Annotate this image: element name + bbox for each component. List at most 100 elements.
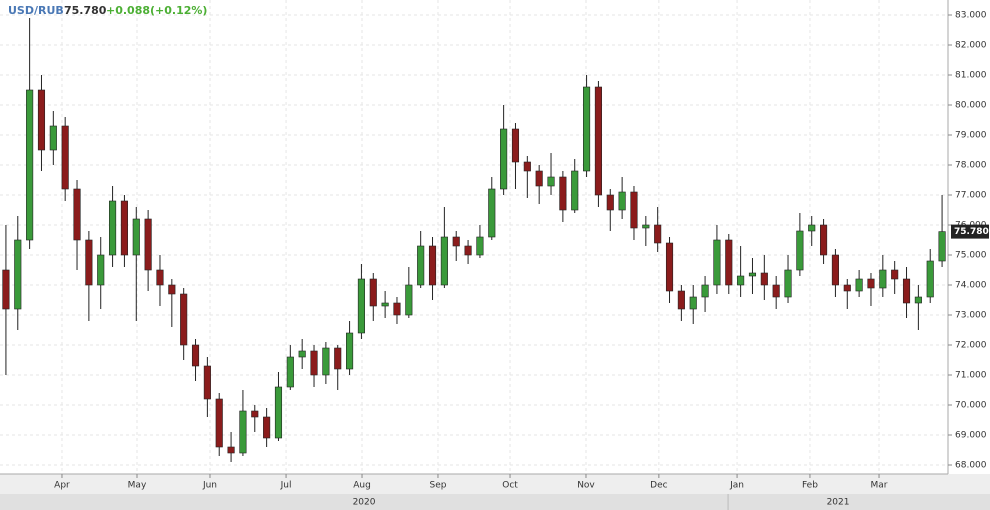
candle-body: [26, 89, 34, 241]
candle-body: [346, 332, 354, 370]
candle-body: [417, 245, 425, 286]
x-tick-label: Jul: [280, 481, 292, 491]
candle-body: [523, 161, 531, 172]
candle-body: [772, 284, 780, 298]
candle-body: [14, 239, 22, 310]
candle-body: [239, 410, 247, 454]
candle-body: [310, 350, 318, 376]
y-tick-label: 82.000: [955, 41, 987, 51]
candle-body: [440, 236, 448, 286]
x-tick-label: May: [128, 481, 147, 491]
x-tick-label: Sep: [429, 481, 446, 491]
candle-body: [831, 254, 839, 286]
candle-body: [665, 242, 674, 292]
candle-body: [37, 89, 46, 151]
candle-body: [879, 269, 887, 289]
candle-body: [808, 224, 816, 232]
candle-body: [618, 191, 626, 211]
candle-body: [654, 224, 662, 244]
x-tick-label: Nov: [577, 481, 595, 491]
candle-body: [405, 284, 413, 316]
y-tick-label: 68.000: [955, 461, 987, 471]
candle-body: [511, 128, 520, 163]
candle-body: [476, 236, 484, 256]
symbol: USD/RUB: [8, 4, 64, 17]
candle-body: [796, 230, 804, 271]
month-band: [0, 474, 990, 494]
candle-body: [61, 125, 69, 190]
y-tick-label: 75.000: [955, 251, 987, 261]
y-tick-label: 69.000: [955, 431, 987, 441]
x-tick-label: Apr: [54, 481, 70, 491]
x-tick-label: Oct: [502, 481, 518, 491]
candle-body: [73, 188, 81, 241]
x-tick-label: Jun: [202, 481, 217, 491]
candle-body: [867, 278, 875, 289]
y-tick-label: 81.000: [955, 71, 987, 81]
change: +0.088(+0.12%): [106, 4, 207, 17]
candle-body: [642, 224, 650, 229]
candle-body: [594, 86, 602, 196]
price: 75.780: [64, 4, 107, 17]
candles: [2, 18, 946, 462]
candle-body: [263, 416, 271, 439]
candle-body: [914, 296, 922, 304]
x-tick-label: Feb: [802, 481, 818, 491]
candle-body: [559, 176, 567, 211]
axes: 68.000 69.000 70.000 71.000 72.000 73.000 74.0…: [54, 11, 989, 510]
candle-body: [737, 275, 745, 286]
candle-body: [926, 260, 934, 298]
candle-body: [109, 200, 117, 256]
candle-body: [500, 128, 508, 190]
x-tick-label: Dec: [650, 481, 667, 491]
candle-body: [393, 302, 401, 316]
candle-body: [606, 194, 614, 211]
candle-body: [748, 272, 757, 277]
candle-body: [571, 170, 579, 211]
candle-body: [298, 350, 306, 358]
candle-body: [784, 269, 792, 298]
candle-body: [274, 386, 283, 439]
y-tick-label: 79.000: [955, 131, 987, 141]
candle-body: [251, 410, 259, 418]
candle-body: [938, 231, 946, 262]
candle-body: [191, 344, 200, 367]
x-tick-label: Jan: [729, 481, 744, 491]
candle-body: [381, 302, 389, 307]
candle-body: [203, 365, 211, 400]
candle-body: [144, 218, 152, 271]
price-tag: [951, 224, 989, 239]
y-tick-label: 71.000: [955, 371, 987, 381]
candle-body: [820, 224, 828, 256]
candle-body: [725, 239, 733, 286]
year-label: 2021: [827, 498, 850, 508]
candle-body: [677, 290, 685, 310]
year-band: [0, 494, 990, 510]
candle-body: [583, 86, 591, 172]
candle-body: [132, 218, 140, 256]
candle-body: [215, 398, 223, 448]
candle-body: [902, 278, 911, 304]
candle-body: [322, 347, 330, 376]
candle-body: [488, 188, 496, 238]
candle-body: [843, 284, 851, 292]
candle-body: [689, 296, 697, 310]
candle-body: [180, 293, 188, 346]
candle-body: [760, 272, 768, 286]
candle-body: [535, 170, 543, 187]
candle-body: [855, 278, 863, 292]
candle-body: [168, 284, 176, 295]
candle-body: [357, 278, 365, 334]
y-tick-label: 70.000: [955, 401, 987, 411]
y-tick-label: 80.000: [955, 101, 987, 111]
y-tick-label: 73.000: [955, 311, 987, 321]
candle-body: [428, 245, 437, 286]
candle-body: [120, 200, 128, 256]
y-tick-label: 83.000: [955, 11, 987, 21]
candle-body: [334, 347, 342, 370]
x-tick-label: Aug: [353, 481, 371, 491]
candle-body: [49, 125, 57, 151]
grid: [0, 0, 948, 474]
candle-body: [547, 176, 555, 187]
